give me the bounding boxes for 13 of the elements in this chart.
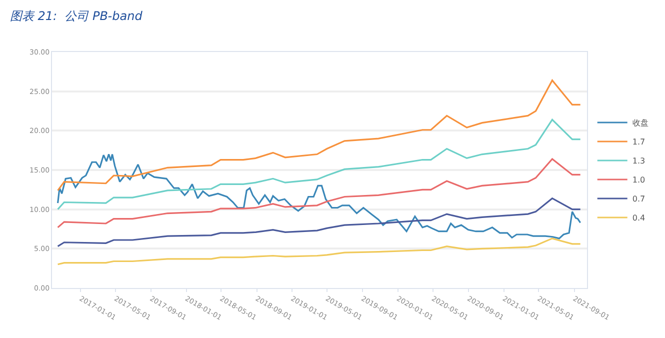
line-series bbox=[56, 118, 582, 210]
legend-label: 0.4 bbox=[632, 214, 646, 223]
legend-label: 0.7 bbox=[632, 194, 646, 204]
line-series bbox=[56, 80, 582, 192]
line-series bbox=[56, 198, 582, 248]
legend-label: 收盘 bbox=[632, 118, 648, 128]
legend-label: 1.3 bbox=[632, 156, 646, 166]
chart-title: 图表 21: 公司 PB-band bbox=[10, 9, 143, 24]
line-series bbox=[56, 158, 582, 228]
line-series bbox=[56, 238, 582, 266]
line-series bbox=[56, 153, 582, 240]
legend-label: 1.7 bbox=[632, 138, 646, 147]
legend-label: 1.0 bbox=[632, 176, 646, 185]
